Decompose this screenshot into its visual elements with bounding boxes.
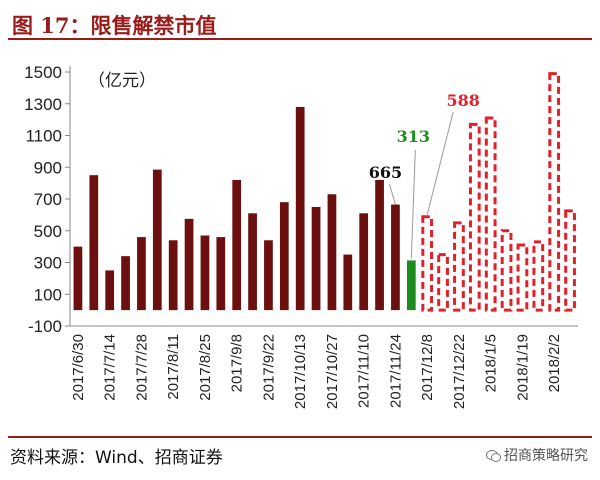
forecast-bar [564,209,576,312]
x-tick-label: 2017/8/25 [197,334,214,401]
x-tick-label: 2018/2/2 [546,334,563,392]
actual-bar [200,235,210,311]
actual-bar [295,106,305,311]
actual-bar [137,237,146,311]
forecast-bar [500,229,513,312]
annotation-588: 588 [446,91,479,110]
y-tick-label: 1500 [24,63,62,82]
y-tick-label: 1300 [24,95,62,114]
y-tick-label: 100 [34,285,62,304]
x-tick-label: 2017/6/30 [70,334,87,401]
source-note: 资料来源：Wind、招商证券 [10,448,223,468]
x-tick-label: 2017/7/28 [133,334,150,401]
x-tick-label: 2017/10/13 [292,334,309,409]
annotation-665-leader [388,183,396,205]
y-tick-label: 500 [34,222,62,241]
annotation-588-leader [426,111,454,215]
actual-bar [216,237,226,311]
x-tick-label: 2017/12/8 [419,334,436,401]
x-tick-label: 2017/10/27 [324,334,341,409]
x-tick-label: 2017/7/14 [102,334,119,401]
y-tick-label: -100 [28,317,62,336]
forecast-bar [516,243,529,312]
x-tick-label: 2017/11/24 [387,334,404,408]
actual-bar [327,194,337,311]
actual-bar [105,270,115,311]
chart-title: 图 17：限售解禁市值 [12,13,217,38]
x-tick-label: 2018/1/19 [514,334,531,401]
actual-bar [121,256,130,311]
actual-bar [343,254,353,311]
annotation-313: 313 [397,127,430,146]
x-tick-label: 2017/9/8 [229,334,246,392]
actual-bar [152,169,162,311]
forecast-bar [532,240,545,312]
actual-bar [279,202,289,311]
x-tick-label: 2017/12/22 [451,334,468,409]
forecast-bar [453,221,465,312]
current-bar [406,260,416,311]
annotation-313-leader [410,149,416,259]
actual-bar [359,213,369,311]
actual-bar [73,246,83,311]
brand-name: 招商策略研究 [504,448,588,464]
forecast-bar [468,122,481,312]
forecast-bar [548,72,561,312]
y-tick-label: 700 [34,190,62,209]
actual-bar [232,179,242,311]
actual-bar [391,204,400,311]
x-tick-label: 2017/11/10 [356,334,373,408]
actual-bar [375,179,384,311]
y-tick-label: 1100 [25,127,62,146]
forecast-bar [421,215,434,312]
x-tick-label: 2017/9/22 [260,334,277,401]
x-tick-label: 2018/1/5 [483,334,500,392]
x-tick-label: 2017/8/11 [165,334,182,400]
annotation-665: 665 [369,163,402,182]
unit-label: （亿元） [88,71,156,91]
forecast-bar [484,116,497,312]
title-bar: 图 17：限售解禁市值 [8,6,592,40]
footer-divider [8,436,592,438]
y-tick-label: 900 [34,158,62,177]
actual-bar [184,218,194,311]
actual-bar [168,240,178,311]
forecast-bar [437,253,449,312]
actual-bar [89,175,99,311]
brand-badge: 招商策略研究 [486,445,588,465]
actual-bar [311,206,321,311]
wechat-icon [486,448,501,462]
actual-bar [264,240,273,311]
actual-bar [248,213,257,311]
y-tick-label: 300 [34,254,62,273]
